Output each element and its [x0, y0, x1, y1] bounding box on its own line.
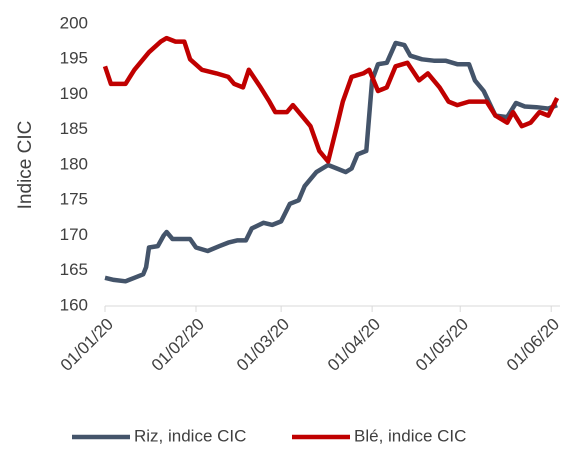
y-axis-label: Indice CIC: [15, 121, 36, 210]
y-tick-label: 195: [60, 49, 88, 68]
x-tick-label: 01/05/20: [412, 315, 472, 375]
y-tick-label: 185: [60, 119, 88, 138]
series-line: [102, 35, 560, 164]
y-tick-label: 180: [60, 154, 88, 173]
x-tick-label: 01/06/20: [503, 315, 563, 375]
y-tick-label: 190: [60, 84, 88, 103]
x-tick-label: 01/03/20: [233, 315, 293, 375]
y-tick-label: 170: [60, 225, 88, 244]
y-tick-label: 200: [60, 13, 88, 32]
legend-label: Riz, indice CIC: [134, 426, 246, 445]
legend-label: Blé, indice CIC: [354, 426, 466, 445]
x-tick-label: 01/02/20: [148, 315, 208, 375]
x-tick-label: 01/04/20: [324, 315, 384, 375]
y-tick-label: 160: [60, 295, 88, 314]
x-tick-label: 01/01/20: [57, 315, 117, 375]
y-tick-label: 165: [60, 260, 88, 279]
y-tick-label: 175: [60, 190, 88, 209]
series-line: [104, 40, 558, 284]
